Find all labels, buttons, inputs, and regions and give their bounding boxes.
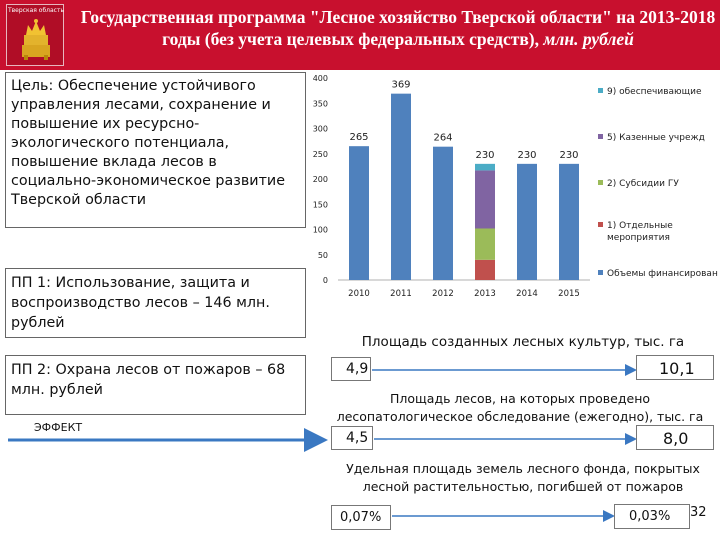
x-tick-label: 2013 xyxy=(474,289,496,299)
indicator-1-from: 4,9 xyxy=(331,357,371,381)
legend-label: 5) Казенные учрежд xyxy=(607,133,705,143)
effect-label: ЭФФЕКТ xyxy=(34,421,83,434)
legend-label: 9) обеспечивающие xyxy=(607,87,702,97)
page-title: Государственная программа "Лесное хозяйс… xyxy=(78,6,718,50)
goal-label: Цель xyxy=(11,78,49,94)
legend-swatch xyxy=(598,270,603,275)
legend-swatch xyxy=(598,134,603,139)
bar-segment xyxy=(475,163,495,171)
y-tick-label: 350 xyxy=(313,99,328,108)
y-tick-label: 300 xyxy=(313,125,328,134)
y-tick-label: 0 xyxy=(323,276,328,285)
subprogram-1-text: ПП 1: Использование, защита и воспроизво… xyxy=(11,275,270,331)
bar-segment xyxy=(559,163,579,280)
bar-segment xyxy=(517,163,537,280)
x-tick-label: 2015 xyxy=(558,289,580,299)
legend-swatch xyxy=(598,180,603,185)
crown-throne-icon xyxy=(22,19,50,60)
indicator-1-to: 10,1 xyxy=(636,355,714,380)
bar-segment xyxy=(475,259,495,280)
legend-swatch xyxy=(598,222,603,227)
indicator-2-to: 8,0 xyxy=(636,425,714,450)
bar-data-label: 265 xyxy=(349,132,368,143)
bar-data-label: 230 xyxy=(559,150,578,161)
goal-text: : Обеспечение устойчивого управления лес… xyxy=(11,78,286,208)
x-tick-label: 2012 xyxy=(432,289,454,299)
indicator-3-title: Удельная площадь земель лесного фонда, п… xyxy=(346,461,700,494)
bar-segment xyxy=(475,228,495,260)
x-tick-label: 2014 xyxy=(516,289,538,299)
emblem-caption: Тверская область xyxy=(7,7,65,14)
x-tick-label: 2011 xyxy=(390,289,412,299)
subprogram-1-box: ПП 1: Использование, защита и воспроизво… xyxy=(5,268,306,338)
indicator-2-from: 4,5 xyxy=(331,426,373,450)
y-tick-label: 50 xyxy=(318,251,328,260)
header-banner: Тверская область Государственная програм… xyxy=(0,0,720,70)
title-main: Государственная программа "Лесное хозяйс… xyxy=(80,7,716,49)
y-tick-label: 400 xyxy=(313,74,328,83)
y-tick-label: 150 xyxy=(313,200,328,209)
legend-swatch xyxy=(598,88,603,93)
bar-data-label: 230 xyxy=(475,150,494,161)
bar-data-label: 264 xyxy=(433,133,452,144)
y-tick-label: 250 xyxy=(313,150,328,159)
page-number: 32 xyxy=(690,505,707,520)
funding-bar-chart: 0 50 100 150 200 250 300 350 400 265 2010 369 2011 26… xyxy=(313,74,718,299)
indicator-3-to: 0,03% xyxy=(614,504,690,529)
indicator-2-title: Площадь лесов, на которых проведено лесо… xyxy=(336,391,704,424)
title-unit: млн. рублей xyxy=(543,29,634,49)
y-tick-label: 100 xyxy=(313,226,328,235)
goal-box: Цель: Обеспечение устойчивого управления… xyxy=(5,72,306,228)
legend-label: 1) Отдельные xyxy=(607,221,673,231)
indicator-3-from: 0,07% xyxy=(331,505,391,530)
bar-segment xyxy=(475,170,495,229)
bar-segment xyxy=(391,93,411,280)
bar-data-label: 369 xyxy=(391,80,410,91)
region-emblem: Тверская область xyxy=(6,4,64,66)
y-tick-label: 200 xyxy=(313,175,328,184)
subprogram-2-box: ПП 2: Охрана лесов от пожаров – 68 млн. … xyxy=(5,355,306,415)
subprogram-2-text: ПП 2: Охрана лесов от пожаров – 68 млн. … xyxy=(11,362,286,398)
legend-label: мероприятия xyxy=(607,233,670,243)
bar-segment xyxy=(433,146,453,280)
x-tick-label: 2010 xyxy=(348,289,370,299)
indicator-1-title: Площадь созданных лесных культур, тыс. г… xyxy=(361,334,685,350)
bar-data-label: 230 xyxy=(517,150,536,161)
legend-label: 2) Субсидии ГУ xyxy=(607,179,679,189)
legend-label: Объемы финансирования xyxy=(607,269,718,279)
bar-segment xyxy=(349,146,369,280)
